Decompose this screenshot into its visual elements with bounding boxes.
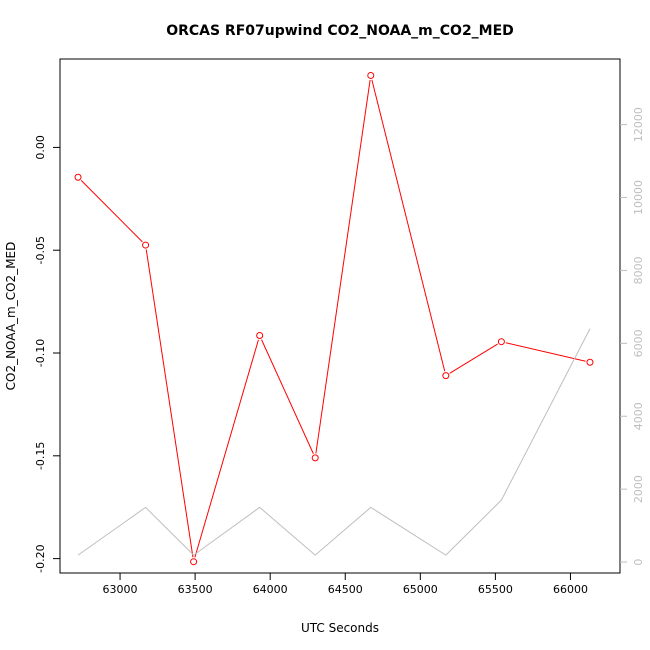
series-1-line (77, 328, 591, 556)
x-axis-label: UTC Seconds (301, 621, 379, 635)
series-0-point (190, 558, 198, 566)
y-axis-label: CO2_NOAA_m_CO2_MED (4, 242, 18, 391)
y-tick-label: -0.15 (34, 442, 47, 470)
y2-tick-label: 0 (632, 559, 645, 566)
series-layer (74, 71, 594, 566)
series-0-point (74, 173, 82, 181)
plot-frame (59, 58, 621, 574)
chart-title: ORCAS RF07upwind CO2_NOAA_m_CO2_MED (166, 23, 514, 39)
series-0-point (367, 71, 375, 79)
series-0-point (497, 338, 505, 346)
x-tick-label: 64500 (328, 583, 363, 596)
y-tick-label: -0.20 (34, 544, 47, 572)
series-0-segment (261, 339, 314, 454)
series-0-segment (194, 339, 259, 558)
series-0-segment (315, 79, 371, 454)
series-0-point (256, 332, 264, 340)
series-0-segment (371, 79, 446, 372)
x-tick-label: 66000 (553, 583, 588, 596)
series-0-point (142, 241, 150, 249)
y2-tick-label: 6000 (632, 329, 645, 357)
y2-tick-label: 2000 (632, 475, 645, 503)
y-axis: -0.20 -0.15 -0.10 -0.05 0.00 (34, 135, 60, 573)
series-0-segment (145, 249, 194, 558)
series-0-segment (505, 342, 586, 362)
right-axis: 0 2000 4000 6000 8000 10000 12000 (620, 107, 645, 566)
y2-tick-label: 10000 (632, 180, 645, 215)
y-tick-label: -0.05 (34, 236, 47, 264)
series-0-segment (80, 180, 143, 243)
x-tick-label: 63500 (178, 583, 213, 596)
series-0-point (442, 372, 450, 380)
y2-tick-label: 4000 (632, 402, 645, 430)
y2-tick-label: 12000 (632, 107, 645, 142)
series-0-point (586, 358, 594, 366)
x-tick-label: 65000 (403, 583, 438, 596)
x-tick-label: 64000 (253, 583, 288, 596)
y2-tick-label: 8000 (632, 256, 645, 284)
x-tick-label: 65500 (478, 583, 513, 596)
y-tick-label: 0.00 (34, 135, 47, 160)
y-tick-label: -0.10 (34, 339, 47, 367)
series-0-point (311, 454, 319, 462)
x-axis: 63000 63500 64000 64500 65000 65500 66000 (103, 573, 588, 596)
x-tick-label: 63000 (103, 583, 138, 596)
series-0-segment (449, 343, 498, 374)
